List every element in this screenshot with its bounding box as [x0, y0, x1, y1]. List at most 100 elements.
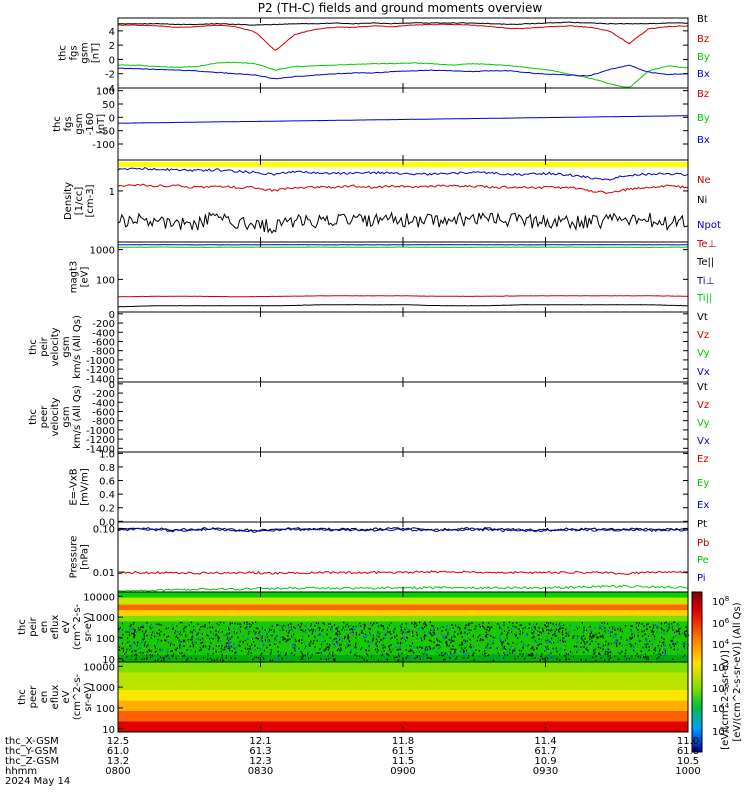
y-tick-label: 1.0 [99, 449, 115, 460]
y-tick-label: 100 [96, 634, 115, 645]
panel-density: 1 Ne Ni Npot Density[1/cc][cm-3] [63, 159, 721, 243]
y-tick-label: 100 [96, 275, 115, 286]
panel-frame [117, 17, 689, 89]
panel-temp: 1000 100 Te⊥ Te|| Ti⊥ Ti|| magt3[eV] [69, 239, 716, 313]
ylabel-line: en [39, 691, 50, 704]
panel-frame [117, 241, 689, 313]
series-line-Bx [117, 64, 689, 80]
spectrum-band [118, 610, 688, 617]
ylabel-line: [nPa] [80, 544, 91, 570]
series-line-Npot [117, 167, 689, 181]
ylabel-line: E=-VxB [69, 468, 80, 505]
y-tick-label: -2 [105, 70, 115, 81]
ylabel-line: gsm [61, 406, 72, 427]
ylabel-line: Density [63, 182, 74, 220]
colorbar-tick-label: 102 [712, 661, 729, 674]
panel-frame [117, 87, 689, 161]
y-tick-label: 1000 [90, 246, 115, 257]
panel-peir_spec: 10000 1000 100 10 thcpeirenefluxeV(cm^2-s-sr… [17, 591, 690, 666]
legend-label: Bt [697, 14, 708, 25]
y-tick-label: -600 [92, 337, 115, 348]
ylabel-line: (cm^2-s- [72, 603, 83, 650]
legend-label: Bx [697, 69, 710, 80]
spectrum-speckle [118, 621, 689, 662]
ylabel-line: [mV/m] [80, 468, 91, 506]
ylabel-line: [1/cc] [74, 187, 85, 216]
ylabel-line: peir [39, 336, 50, 356]
y-tick-label: 10000 [83, 662, 115, 673]
ylabel-line: magt3 [69, 261, 80, 294]
panel-efield: 1.0 0.8 0.6 0.4 0.2 0.0 Ez Ey Ex E=-VxB[mV/m] [69, 449, 710, 528]
panel-ylabel: Density[1/cc][cm-3] [63, 182, 96, 220]
panel-frame [117, 159, 689, 243]
panel-ylabel: thcpeervelocitygsmkm/s (All Qs) [28, 385, 83, 449]
y-tick-label: -400 [92, 398, 115, 409]
panel-fgs_gsm: 4 2 0 -2 -4 Bt Bz By Bx thcfgsgsm[nT] [58, 14, 710, 95]
legend-label: Bx [697, 135, 710, 146]
x-row-value: 61.7 [534, 746, 556, 757]
legend-label: Vx [697, 367, 710, 378]
legend-label: By [697, 113, 710, 124]
y-tick-label: -800 [92, 347, 115, 358]
legend-label: Pe [697, 555, 709, 566]
y-tick-label: 0.01 [93, 568, 115, 579]
legend-label: Ni [697, 195, 707, 206]
y-tick-label: -400 [92, 328, 115, 339]
legend-label: Vy [697, 348, 710, 359]
ylabel-line: gsm [74, 113, 85, 134]
y-tick-label: 100 [96, 704, 115, 715]
series-line-Ni [117, 211, 689, 234]
ylabel-line: thc [58, 45, 69, 61]
y-tick-label: -1200 [86, 365, 115, 376]
spectrogram-colorbar: 108 106 104 102 106 104 102 [eV/(cm^2-s-sr-eV)]… [691, 591, 743, 753]
ylabel-line: eV [61, 690, 72, 703]
x-row-value: 13.2 [107, 756, 129, 767]
y-tick-label: -1400 [86, 444, 115, 455]
ylabel-line: fgs [63, 116, 74, 131]
y-tick-label: 0 [109, 55, 115, 66]
x-row-value: 0830 [248, 766, 273, 777]
legend-label: Bz [697, 89, 709, 100]
colorbar-tick-label: 104 [712, 638, 730, 651]
ylabel-line: gsm [80, 42, 91, 63]
spectrum-band [118, 604, 688, 611]
y-tick-label: 10000 [83, 592, 115, 603]
series-line-Pt [117, 527, 689, 532]
legend-label: Ez [697, 454, 709, 465]
ylabel-line: thc [52, 116, 63, 132]
y-tick-label: 4 [109, 27, 115, 38]
y-tick-label: -200 [92, 319, 115, 330]
panel-ylabel: thcpeerenefluxeV(cm^2-s-sr-eV) [17, 673, 94, 720]
x-row-value: 1000 [675, 766, 700, 777]
panel-ylabel: thcfgsgsm[nT] [58, 42, 102, 63]
y-tick-label: 100 [96, 87, 115, 98]
x-row-value: 11.0 [677, 736, 699, 747]
ylabel-line: [eV] [80, 267, 91, 288]
x-row-value: 11.5 [392, 756, 414, 767]
panel-ylabel: thcpeirenefluxeV(cm^2-s-sr-eV) [17, 603, 94, 650]
y-tick-label: 50 [102, 100, 115, 111]
x-row-label: hhmm [5, 766, 37, 777]
y-tick-label: 0 [109, 310, 115, 321]
ylabel-line: km/s (All Qs) [72, 385, 83, 449]
legend-label: Ne [697, 175, 711, 186]
ylabel-line: peer [28, 685, 39, 709]
y-tick-label: -200 [92, 389, 115, 400]
legend-label: Pi [697, 573, 706, 584]
colorbar-tick-label: 108 [712, 595, 729, 608]
series-line-Pi [117, 527, 689, 533]
y-tick-label: 1000 [90, 683, 115, 694]
ylabel-line: eflux [50, 685, 61, 710]
legend-label: Ti|| [696, 293, 712, 304]
series-line-Pb [117, 570, 689, 575]
series-line-Tered [118, 295, 689, 298]
legend-label: Te⊥ [696, 239, 716, 250]
ylabel-line: thc [17, 689, 28, 705]
legend-label: Te|| [696, 257, 714, 268]
legend-label: Ey [697, 478, 709, 489]
panel-fgs_gsm_160: 100 50 0 -50 -100 Bz By Bx thcfgsgsm-160[nT] [52, 87, 710, 161]
x-row-value: 11.8 [392, 736, 414, 747]
series-line-By [117, 61, 689, 88]
panel-frame [117, 381, 689, 453]
